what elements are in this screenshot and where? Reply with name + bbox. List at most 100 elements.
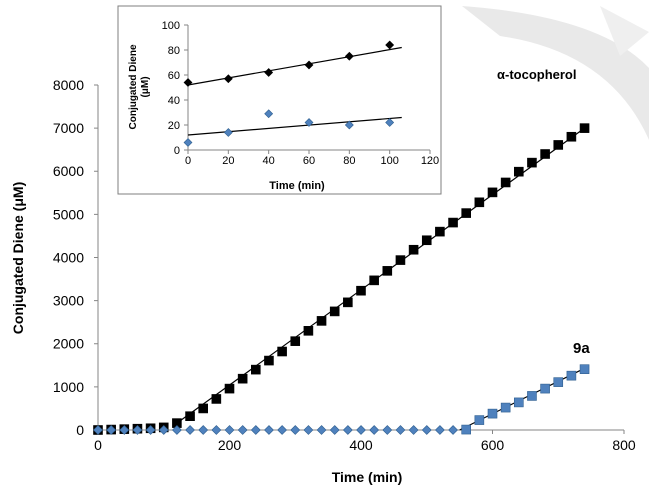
main-series-2-point [119, 425, 130, 435]
main-series-0-point [277, 346, 287, 357]
inset-data-points [183, 40, 395, 147]
inset-y-tick-label: 80 [168, 45, 180, 57]
main-series-2-point [356, 425, 366, 435]
main-y-tick-label: 5000 [53, 206, 84, 222]
main-series-0-point [421, 235, 432, 246]
inset-series-0-point [344, 51, 354, 61]
inset-y-tick-label: 0 [174, 145, 180, 157]
main-y-tick-label: 8000 [53, 77, 84, 93]
main-x-tick-labels: 0 200 400 600 800 [94, 437, 636, 453]
main-series-2-point [329, 425, 340, 435]
main-series-1-point [474, 415, 485, 425]
inset-y-tick-label: 100 [162, 20, 180, 32]
main-series-2-point [158, 425, 169, 435]
inset-x-tick-label: 120 [421, 155, 439, 167]
inset-frame [117, 5, 442, 195]
series-label-9a: 9a [573, 340, 590, 357]
main-series-0-point [500, 177, 511, 188]
main-series-0-point [408, 244, 419, 255]
main-series-2-point [93, 425, 103, 435]
main-series-1-point [579, 364, 590, 374]
main-series-2-point [303, 425, 314, 435]
watermark-triangle-shape [600, 6, 649, 56]
main-data-points [93, 123, 590, 435]
main-series-2-point [277, 425, 288, 435]
main-series-0-point [343, 297, 353, 308]
main-series-0-point [251, 364, 261, 375]
inset-x-tick-label: 40 [263, 155, 275, 167]
main-series-2-point [171, 425, 182, 435]
main-series-2-point [224, 425, 235, 435]
main-series-0-point [198, 403, 208, 414]
main-series-0-point [395, 255, 406, 265]
main-y-tick-label: 6000 [53, 163, 84, 179]
inset-y-axis-title-line-1: Conjugated Diene [128, 44, 139, 129]
inset-x-tick-label: 100 [380, 155, 398, 167]
inset-series-0-point [183, 78, 193, 87]
main-series-2-point [369, 425, 380, 435]
main-series-0-point [290, 336, 301, 346]
main-series-1-point [540, 383, 550, 394]
main-series-0-point [382, 266, 393, 276]
main-series-0-point [264, 355, 274, 366]
main-series-2-point [185, 425, 195, 435]
main-series-0-point [461, 208, 472, 218]
main-series-2-point [106, 425, 117, 435]
main-x-tick-label: 400 [349, 437, 373, 453]
main-y-tick-label: 4000 [53, 249, 84, 265]
main-y-tick-label: 1000 [53, 379, 84, 395]
inset-y-axis-title-line-2: (μM) [140, 76, 151, 97]
main-y-tick-label: 3000 [53, 293, 84, 309]
inset-series-0-point [385, 40, 395, 50]
inset-x-tick-label: 20 [222, 155, 234, 167]
main-y-axis-title: Conjugated Diene (μM) [10, 182, 26, 334]
inset-x-tick-labels: 0 20 40 60 80 100 120 [185, 155, 439, 167]
main-series-1-point [566, 370, 577, 381]
main-series-1-point [461, 424, 472, 435]
inset-x-tick-label: 0 [185, 155, 191, 167]
main-y-tick-label: 7000 [53, 120, 84, 136]
inset-series-1-point [264, 109, 274, 119]
inset-series-1-point [385, 118, 395, 127]
inset-y-tick-label: 40 [168, 95, 180, 107]
main-series-0-point [540, 149, 550, 159]
inset-y-tick-label: 60 [168, 70, 180, 82]
main-x-tick-label: 200 [218, 437, 242, 453]
inset-series-0-point [264, 68, 274, 77]
main-series-1-point [553, 377, 564, 387]
main-series-2-point [421, 425, 432, 435]
main-series-0-point [527, 157, 537, 168]
main-series-2-point [132, 425, 143, 435]
main-series-0-point [435, 226, 445, 237]
main-series-0-point [369, 275, 379, 286]
inset-series-1-point [183, 138, 193, 147]
main-series-0-point [448, 217, 458, 228]
main-series-0-point [579, 123, 590, 133]
main-series-0-point [185, 411, 195, 422]
main-y-tick-labels: 0 1000 2000 3000 4000 5000 6000 7000 8000 [53, 77, 84, 438]
main-series-2-point [290, 425, 301, 435]
main-series-0-point [474, 197, 485, 208]
main-y-tick-label: 2000 [53, 336, 84, 352]
inset-y-tick-labels: 0 20 40 60 80 100 [162, 20, 180, 157]
main-x-tick-label: 0 [94, 437, 102, 453]
main-series-2-point [316, 425, 327, 435]
main-series-0-point [303, 326, 314, 336]
inset-trendline [187, 116, 402, 136]
main-series-2-point [408, 425, 419, 435]
inset-trendlines [187, 46, 402, 136]
main-series-2-point [448, 425, 458, 435]
main-x-axis-title: Time (min) [332, 469, 403, 485]
main-series-0-point [487, 187, 498, 198]
main-series-2-point [342, 425, 353, 435]
inset-x-axis-title: Time (min) [269, 180, 325, 192]
inset-series-0-point [223, 74, 233, 84]
inset-x-tick-label: 60 [303, 155, 315, 167]
main-x-tick-label: 800 [612, 437, 636, 453]
main-series-1-point [487, 408, 498, 419]
main-series-2-point [264, 425, 274, 435]
series-label-alpha-tocopherol: α-tocopherol [497, 67, 577, 82]
inset-series-1-point [223, 128, 233, 137]
